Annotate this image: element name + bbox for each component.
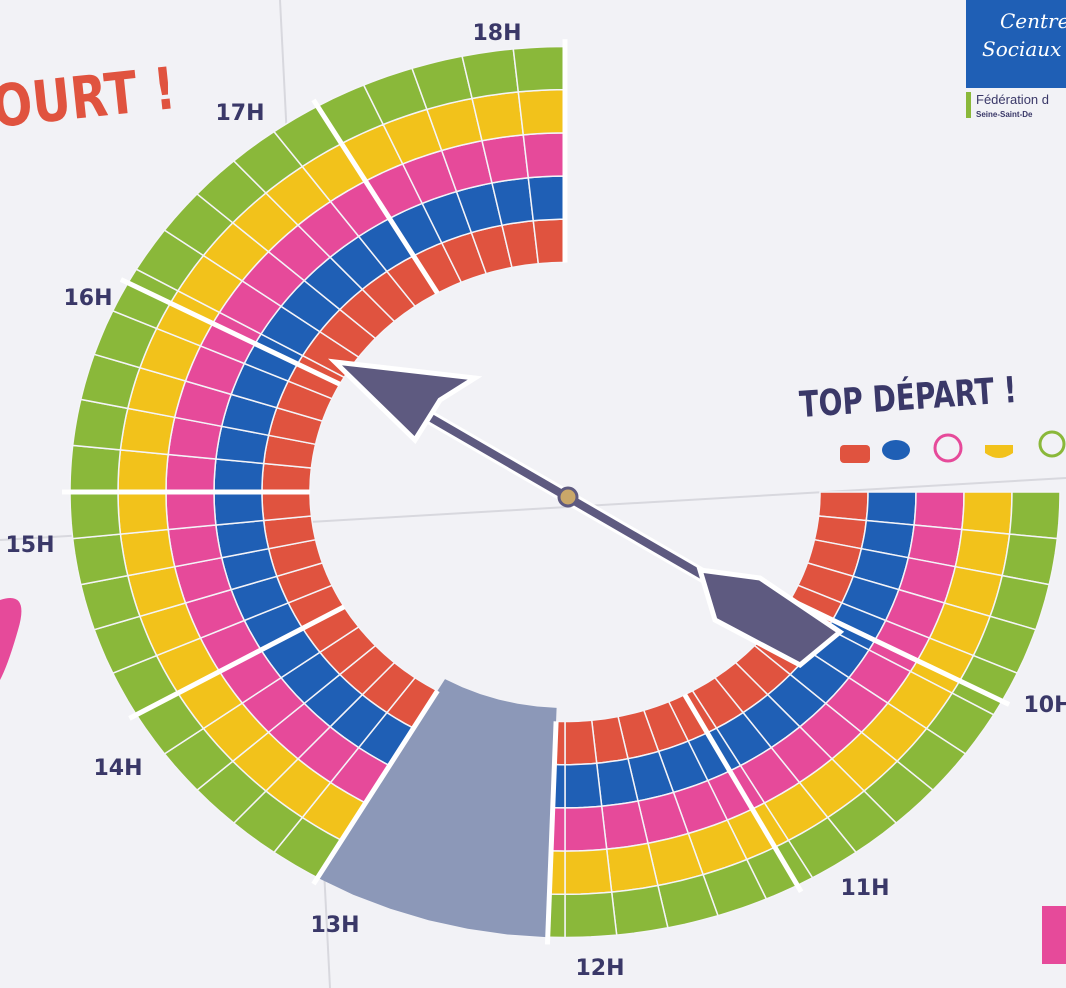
ring-cell: [565, 806, 607, 851]
ring-cell: [472, 92, 523, 141]
ring-cell: [565, 720, 597, 765]
hand-pivot: [559, 488, 577, 506]
ring-cell: [565, 763, 602, 808]
ring-cell: [73, 534, 128, 585]
ring-cell: [70, 445, 120, 492]
hour-label: 15H: [5, 533, 54, 558]
ring-cell: [866, 492, 916, 525]
ring-cell: [612, 886, 668, 936]
ring-cell: [533, 219, 565, 263]
hour-label: 17H: [215, 101, 264, 126]
ring-cell: [214, 459, 264, 492]
hour-label: 13H: [310, 913, 359, 938]
ring-cell: [462, 49, 518, 99]
ring-cell: [565, 849, 612, 894]
chat-icon: [882, 440, 910, 460]
game-board: OURT ! TOP DÉPART ! Centres Sociaux Fédé…: [0, 0, 1066, 988]
ring-cell: [513, 47, 565, 92]
ring-cell: [118, 492, 168, 534]
ring-cell: [118, 450, 168, 492]
hour-label: 12H: [575, 956, 624, 981]
logo-bar: [966, 92, 971, 118]
logo-line2: Sociaux: [982, 37, 1061, 61]
hour-label: 18H: [472, 21, 521, 46]
ring-cell: [70, 492, 120, 539]
phone-icon: [840, 445, 870, 463]
logo-line1: Centres: [1000, 9, 1066, 33]
ring-cell: [166, 492, 216, 530]
ring-cell: [962, 492, 1012, 534]
page: {"heading_fragment": "OURT !", "start_la…: [0, 0, 1066, 988]
hour-label: 14H: [93, 756, 142, 781]
ring-cell: [565, 892, 617, 937]
pink-card: [1042, 906, 1066, 964]
ring-cell: [1010, 492, 1060, 539]
ring-cell: [528, 176, 565, 221]
ring-cell: [607, 843, 658, 892]
hour-label: 11H: [840, 876, 889, 901]
ring-cell: [518, 90, 565, 135]
ring-cell: [166, 455, 216, 493]
ring-cell: [914, 492, 964, 530]
ring-cell: [262, 492, 311, 521]
ring-cell: [214, 492, 264, 525]
ring-cell: [120, 530, 174, 576]
hour-label: 16H: [63, 286, 112, 311]
logo-federation: Fédération d: [976, 92, 1049, 107]
ring-cell: [523, 133, 565, 178]
hour-label: 10H: [1023, 693, 1066, 718]
logo-region: Seine-Saint-De: [976, 110, 1033, 119]
